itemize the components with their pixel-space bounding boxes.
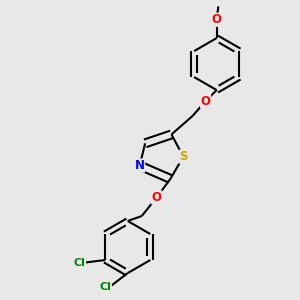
Text: O: O [212, 13, 222, 26]
Text: Cl: Cl [74, 258, 85, 268]
Text: O: O [152, 191, 162, 204]
Text: S: S [179, 150, 188, 163]
Text: Cl: Cl [100, 282, 111, 292]
Text: O: O [201, 94, 211, 108]
Text: N: N [135, 159, 145, 172]
